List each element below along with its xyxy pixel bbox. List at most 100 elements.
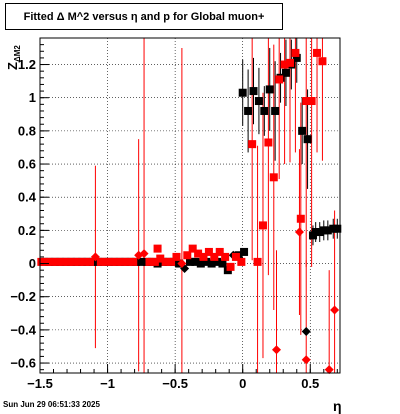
tick-labels: −1.5 −1 −0.5 0 0.5 −0.6 −0.4 −0.2 0 0.2 0.4 0.6 0.8 1… (10, 57, 319, 391)
data-point-square (210, 252, 219, 261)
x-tick-label: 0.5 (301, 376, 319, 391)
data-point-square (172, 252, 181, 261)
data-point-square (64, 257, 73, 266)
data-point-square (302, 97, 311, 106)
data-point-square (145, 257, 154, 266)
chart-title-box: Fitted Δ M^2 versus η and p for Global m… (5, 3, 283, 30)
data-point-square (286, 58, 294, 67)
data-point-square (303, 135, 312, 144)
data-point-diamond (271, 345, 281, 355)
data-point-square (333, 224, 342, 233)
y-tick-label: 1 (29, 90, 36, 105)
data-point-square (194, 249, 203, 258)
axis-ticks (39, 44, 338, 373)
data-point-square (281, 68, 290, 77)
data-point-square (248, 140, 257, 149)
data-point-square (207, 259, 216, 268)
x-axis-label: η (333, 398, 342, 414)
y-tick-label: 1.2 (18, 57, 36, 72)
x-tick-label: −0.5 (162, 376, 188, 391)
data-point-diamond (301, 355, 311, 365)
data-point-square (37, 257, 46, 266)
data-point-diamond (177, 259, 187, 269)
data-point-square (161, 257, 170, 266)
y-tick-label: −0.6 (10, 356, 36, 371)
data-point-square (188, 244, 197, 253)
data-point-square (221, 252, 230, 261)
data-point-square (298, 126, 307, 135)
data-point-square (231, 252, 240, 261)
data-point-square (42, 257, 51, 266)
data-point-square (238, 88, 247, 97)
data-point-square (86, 257, 94, 266)
data-point-square (113, 257, 122, 266)
data-point-square (315, 228, 324, 237)
data-point-square (107, 257, 116, 266)
data-point-square (202, 257, 211, 266)
data-point-square (123, 257, 132, 266)
y-tick-label: 0.8 (18, 123, 36, 138)
data-point-square (137, 257, 146, 266)
data-point-square (199, 252, 208, 261)
data-point-diamond (294, 227, 304, 237)
data-point-square (258, 221, 267, 230)
data-point-square (102, 257, 111, 266)
y-tick-label: −0.4 (10, 322, 36, 337)
data-point-square (215, 247, 224, 256)
data-point-diamond (324, 365, 334, 375)
y-tick-label: 0.4 (18, 190, 37, 205)
data-point-square (260, 106, 269, 115)
data-point-square (292, 53, 301, 62)
data-point-square (118, 257, 127, 266)
data-point-square (80, 257, 89, 266)
data-point-square (311, 228, 320, 237)
footer-timestamp: Sun Jun 29 06:51:33 2025 (3, 400, 100, 409)
data-point-square (291, 48, 300, 57)
data-point-square (53, 257, 62, 266)
x-tick-label: −1.5 (27, 376, 53, 391)
y-axis-label-main: Z (5, 62, 20, 70)
data-point-square (167, 257, 176, 266)
data-point-square (226, 262, 235, 271)
data-point-diamond (330, 305, 340, 315)
data-markers (37, 48, 342, 375)
data-point-square (318, 57, 327, 66)
data-point-diamond (139, 249, 149, 259)
data-point-square (58, 257, 67, 266)
data-point-square (96, 257, 105, 266)
data-point-square (69, 257, 78, 266)
data-point-square (265, 85, 274, 94)
data-point-square (253, 257, 262, 266)
data-point-square (296, 214, 305, 223)
data-point-square (213, 257, 222, 266)
y-axis-label-subscript: ΔM2 (13, 45, 22, 62)
x-tick-label: −1 (100, 376, 115, 391)
data-point-square (75, 257, 84, 266)
data-point-square (240, 247, 249, 256)
data-point-square (196, 259, 205, 268)
data-point-square (269, 173, 278, 182)
data-point-square (264, 138, 273, 147)
data-point-square (191, 257, 200, 266)
data-point-square (186, 257, 194, 266)
y-tick-label: −0.2 (10, 289, 36, 304)
data-point-square (313, 48, 322, 57)
chart-title: Fitted Δ M^2 versus η and p for Global m… (23, 10, 265, 23)
data-point-square (275, 75, 284, 84)
data-point-square (307, 97, 316, 106)
data-point-square (237, 257, 246, 266)
x-tick-label: 0 (239, 376, 246, 391)
data-point-square (280, 60, 289, 69)
data-point-square (48, 257, 57, 266)
data-point-square (323, 226, 332, 235)
y-axis-label: ZΔM2 (5, 45, 22, 70)
data-point-square (129, 257, 138, 266)
data-point-diamond (301, 327, 311, 337)
data-point-square (249, 87, 258, 96)
data-point-square (329, 224, 338, 233)
data-point-square (244, 106, 253, 115)
data-point-square (218, 259, 227, 268)
grid-layer (39, 38, 340, 373)
data-point-square (156, 254, 165, 263)
